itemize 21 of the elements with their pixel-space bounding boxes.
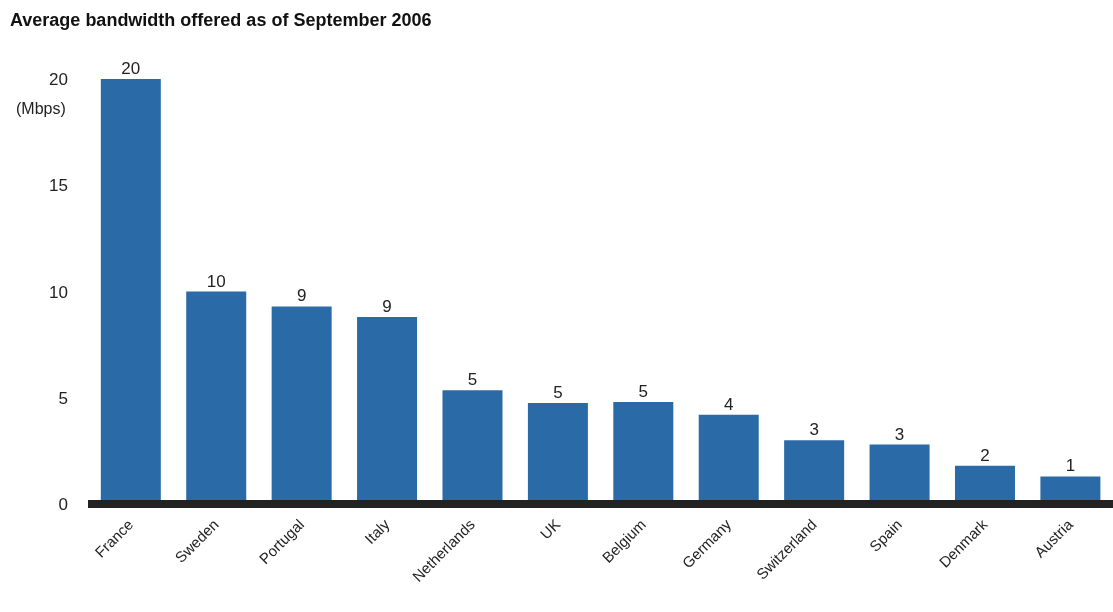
data-label: 9 bbox=[296, 286, 307, 306]
data-label: 9 bbox=[382, 297, 392, 316]
y-tick-label: 20 bbox=[49, 70, 68, 90]
y-tick-label: 0 bbox=[58, 495, 68, 515]
data-label: 5 bbox=[553, 383, 563, 403]
data-label: 1 bbox=[1065, 456, 1076, 476]
data-label: 3 bbox=[809, 420, 819, 440]
data-label: 4 bbox=[723, 394, 734, 414]
y-tick-label: 10 bbox=[49, 282, 68, 302]
data-label: 2 bbox=[980, 445, 990, 465]
data-label: 10 bbox=[206, 271, 226, 291]
y-tick-label: 15 bbox=[49, 176, 68, 196]
y-axis-title: (Mbps) bbox=[16, 100, 66, 118]
data-label: 5 bbox=[638, 382, 649, 401]
data-label: 5 bbox=[467, 370, 478, 390]
data-label: 20 bbox=[121, 59, 141, 78]
chart-title: Average bandwidth offered as of September 2006 bbox=[10, 10, 432, 31]
x-tick-label: Italy bbox=[361, 515, 393, 548]
data-label: 3 bbox=[894, 424, 905, 444]
y-tick-label: 5 bbox=[58, 388, 68, 408]
x-tick-label: UK bbox=[536, 515, 564, 543]
